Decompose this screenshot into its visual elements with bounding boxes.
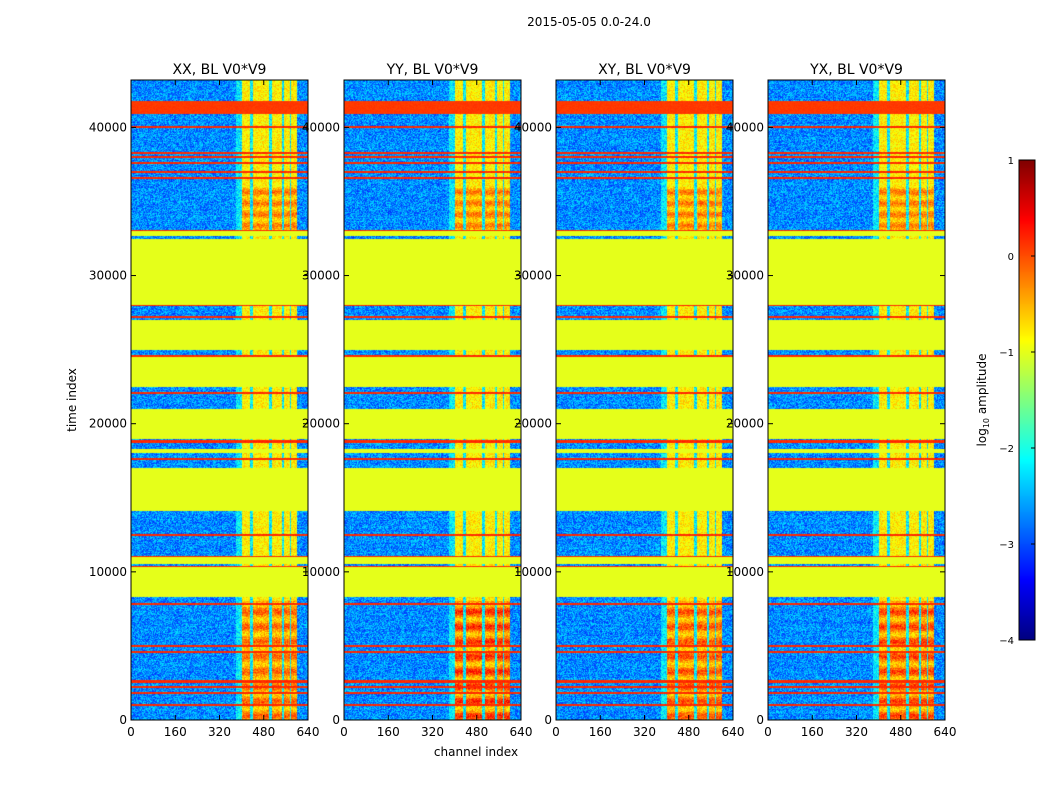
y-tick-label: 20000 xyxy=(302,417,340,431)
x-tick-label: 0 xyxy=(552,725,560,739)
x-tick-label: 320 xyxy=(421,725,444,739)
colorbar-frame xyxy=(1018,159,1036,641)
colorbar-label-log: log xyxy=(975,428,989,446)
panel-yx: YX, BL V0*V9 0 160 320 480 640 0 10000 20000 3000… xyxy=(726,62,957,739)
figure-title: 2015-05-05 0.0-24.0 xyxy=(527,15,651,29)
y-tick-label: 0 xyxy=(119,713,127,727)
x-tick-label: 480 xyxy=(465,725,488,739)
heatmap-yy xyxy=(344,80,521,720)
x-tick-label: 160 xyxy=(801,725,824,739)
panel-xy: XY, BL V0*V9 0 160 320 480 640 0 10000 20000 3000… xyxy=(514,62,745,739)
heatmap-holder-xx xyxy=(131,80,308,720)
y-tick-label: 0 xyxy=(544,713,552,727)
x-tick-label: 640 xyxy=(510,725,533,739)
colorbar-label-sub: 10 xyxy=(982,418,991,428)
x-tick-label: 160 xyxy=(377,725,400,739)
colorbar-gradient-holder xyxy=(1019,160,1035,640)
colorbar-tick-label: −1 xyxy=(999,348,1014,359)
y-tick-label: 20000 xyxy=(89,417,127,431)
panel-title-yx: YX, BL V0*V9 xyxy=(809,62,903,78)
y-tick-label: 40000 xyxy=(726,120,764,134)
colorbar-ticks: 1 0 −1 −2 −3 −4 xyxy=(999,156,1035,647)
x-tick-label: 480 xyxy=(677,725,700,739)
y-tick-label: 20000 xyxy=(514,417,552,431)
y-tick-label: 30000 xyxy=(726,269,764,283)
y-axis-label: time index xyxy=(65,368,79,432)
heatmap-holder-yy xyxy=(344,80,521,720)
y-tick-label: 30000 xyxy=(302,269,340,283)
colorbar-gradient xyxy=(1019,160,1035,640)
x-tick-label: 160 xyxy=(589,725,612,739)
x-tick-label: 320 xyxy=(845,725,868,739)
y-tick-label: 40000 xyxy=(514,120,552,134)
y-tick-label: 0 xyxy=(332,713,340,727)
x-tick-label: 640 xyxy=(722,725,745,739)
colorbar-label: log10 amplitude xyxy=(975,354,991,447)
y-tick-label: 20000 xyxy=(726,417,764,431)
panel-title-xy: XY, BL V0*V9 xyxy=(598,62,691,78)
y-tick-label: 30000 xyxy=(89,269,127,283)
heatmap-yx xyxy=(768,80,945,720)
x-tick-label: 0 xyxy=(127,725,135,739)
heatmap-holder-yx xyxy=(768,80,945,720)
panel-yy: YY, BL V0*V9 0 160 320 480 640 0 10000 20000 3000… xyxy=(302,62,533,739)
colorbar-label-rest: amplitude xyxy=(975,354,989,418)
x-tick-label: 0 xyxy=(764,725,772,739)
y-tick-label: 10000 xyxy=(514,565,552,579)
panels-group: XX, BL V0*V9 0 160 320 480 640 0 10000 20000 3000… xyxy=(89,62,957,739)
colorbar-tick-label: −4 xyxy=(999,636,1014,647)
x-tick-label: 0 xyxy=(340,725,348,739)
x-axis-label: channel index xyxy=(434,745,518,759)
x-tick-label: 160 xyxy=(164,725,187,739)
y-tick-label: 10000 xyxy=(726,565,764,579)
colorbar-tick-label: −3 xyxy=(999,540,1014,551)
x-tick-label: 640 xyxy=(297,725,320,739)
x-tick-label: 320 xyxy=(208,725,231,739)
colorbar: 10−1−2−3−4 log10 amplitude xyxy=(975,156,1036,647)
x-tick-label: 320 xyxy=(633,725,656,739)
y-tick-label: 30000 xyxy=(514,269,552,283)
heatmap-holder-xy xyxy=(556,80,733,720)
heatmap-xx xyxy=(131,80,308,720)
x-tick-label: 480 xyxy=(889,725,912,739)
panel-title-yy: YY, BL V0*V9 xyxy=(386,62,479,78)
colorbar-tick-label: 1 xyxy=(1008,156,1014,167)
panel-title-xx: XX, BL V0*V9 xyxy=(173,62,267,78)
heatmap-xy xyxy=(556,80,733,720)
y-tick-label: 10000 xyxy=(302,565,340,579)
y-tick-label: 10000 xyxy=(89,565,127,579)
x-tick-label: 640 xyxy=(934,725,957,739)
colorbar-tick-label: −2 xyxy=(999,444,1014,455)
y-tick-label: 40000 xyxy=(302,120,340,134)
panel-xx: XX, BL V0*V9 0 160 320 480 640 0 10000 20000 3000… xyxy=(89,62,320,739)
colorbar-tick-label: 0 xyxy=(1008,252,1014,263)
x-tick-label: 480 xyxy=(252,725,275,739)
y-tick-label: 40000 xyxy=(89,120,127,134)
y-tick-label: 0 xyxy=(756,713,764,727)
